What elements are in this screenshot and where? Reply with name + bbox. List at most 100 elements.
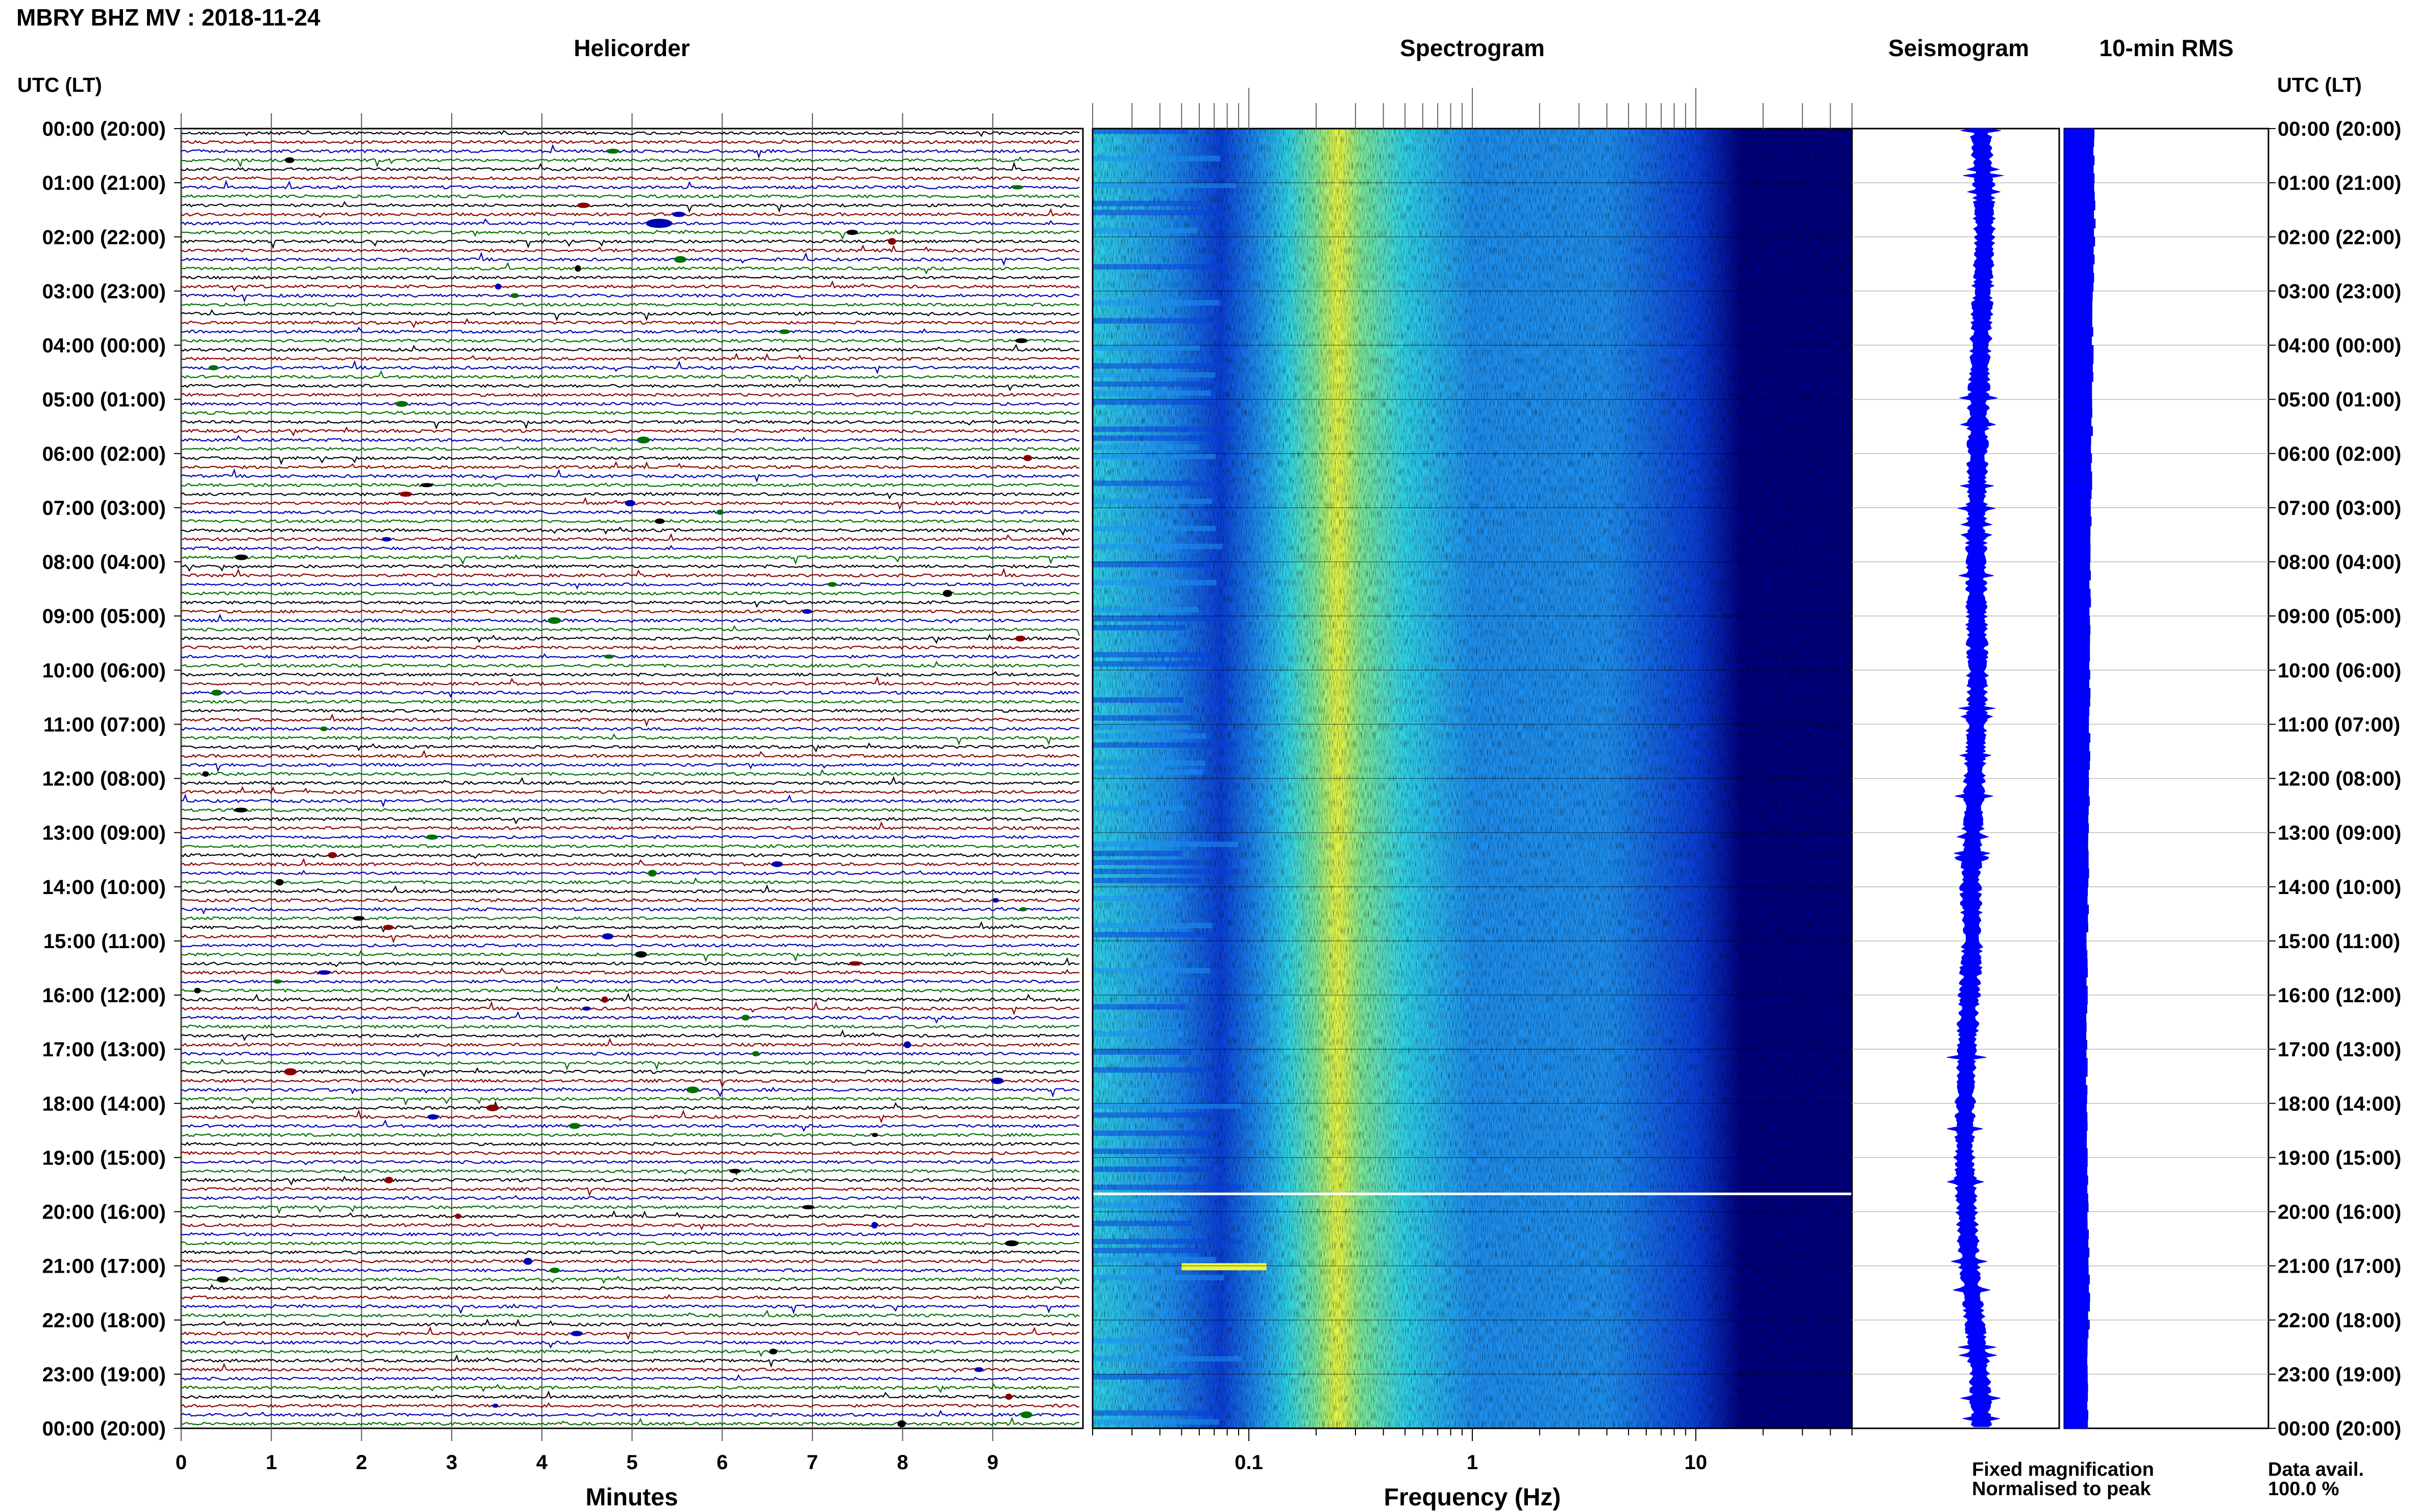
rms-bar <box>2064 805 2089 815</box>
helicorder-trace <box>181 934 1080 944</box>
rms-bar <box>2064 1401 2088 1411</box>
rms-bar <box>2064 1112 2088 1122</box>
spectrogram-stripe <box>1093 318 1212 324</box>
helicorder-trace <box>181 1151 1080 1155</box>
rms-bar <box>2064 444 2091 454</box>
helicorder-event <box>582 1006 591 1011</box>
helicorder-event <box>769 1349 778 1355</box>
helicorder-event <box>606 148 620 154</box>
spectrogram-stripe <box>1093 210 1225 215</box>
rms-bar <box>2064 814 2089 824</box>
right-axis-label: UTC (LT) <box>2277 74 2362 96</box>
rms-bar <box>2064 218 2096 229</box>
helicorder-trace <box>181 1001 1080 1015</box>
rms-bar <box>2064 1103 2087 1113</box>
right-time-tick-label: 20:00 (16:00) <box>2278 1201 2401 1224</box>
rms-bar <box>2064 832 2088 842</box>
helicorder-trace <box>181 1101 1080 1110</box>
spectrogram-stripe <box>1093 201 1201 207</box>
rms-bar <box>2064 146 2094 156</box>
helicorder-x-tick-label: 9 <box>987 1451 998 1474</box>
helicorder-trace <box>181 1374 1080 1381</box>
spectrogram-stripe <box>1093 616 1236 622</box>
helicorder-panel: 0 1 2 3 4 5 6 7 8 9 <box>176 113 1084 1474</box>
spectrogram-stripe <box>1093 742 1238 748</box>
rms-bar <box>2064 1157 2088 1167</box>
spectrogram-stripe <box>1093 1167 1211 1172</box>
right-time-tick-label: 10:00 (06:00) <box>2278 659 2401 682</box>
helicorder-event <box>524 1257 533 1265</box>
helicorder-trace <box>181 1175 1080 1186</box>
helicorder-event <box>577 203 590 208</box>
helicorder-trace <box>181 1186 1080 1197</box>
helicorder-event <box>871 1222 878 1229</box>
rms-bar <box>2064 904 2089 914</box>
helicorder-trace <box>181 967 1080 975</box>
helicorder-trace <box>181 302 1080 307</box>
helicorder-trace <box>181 1349 1080 1357</box>
helicorder-event <box>779 329 791 334</box>
spectrogram-xlabel: Frequency (Hz) <box>1384 1484 1561 1511</box>
left-time-tick-label: 00:00 (20:00) <box>42 1418 166 1440</box>
helicorder-event <box>1011 185 1024 190</box>
right-time-tick-label: 08:00 (04:00) <box>2278 551 2401 574</box>
rms-bar <box>2064 507 2091 517</box>
left-time-tick-label: 17:00 (13:00) <box>42 1038 166 1061</box>
rms-bar <box>2064 1329 2089 1339</box>
seismogram-trace <box>1946 128 2004 1427</box>
left-axis-label: UTC (LT) <box>17 74 102 96</box>
rms-bar <box>2064 995 2088 1005</box>
helicorder-event <box>548 617 561 624</box>
helicorder-trace <box>181 456 1080 465</box>
helicorder-trace <box>181 445 1080 452</box>
spectrogram-stripe <box>1093 1067 1231 1073</box>
data-avail-label: Data avail. <box>2268 1459 2364 1480</box>
rms-bar <box>2064 408 2092 418</box>
helicorder-trace <box>181 229 1080 240</box>
helicorder-large-event <box>646 218 673 228</box>
spectrogram-stripe <box>1093 1221 1192 1226</box>
helicorder-event <box>486 1104 499 1111</box>
right-time-tick-label: 19:00 (15:00) <box>2278 1147 2401 1169</box>
rms-bar <box>2064 625 2091 635</box>
rms-bar <box>2064 1139 2087 1149</box>
rms-bar <box>2064 869 2089 878</box>
helicorder-event <box>872 1133 878 1137</box>
spectrogram-stripe <box>1093 607 1199 613</box>
helicorder-trace <box>181 634 1080 645</box>
helicorder-trace <box>181 1303 1080 1315</box>
helicorder-x-tick-label: 0 <box>176 1451 187 1474</box>
helicorder-trace <box>181 1132 1080 1137</box>
rms-bar <box>2064 571 2091 581</box>
spectrogram-stripe <box>1093 1148 1211 1154</box>
spectrogram-stripe <box>1093 129 1189 134</box>
left-time-tick-label: 11:00 (07:00) <box>43 713 166 736</box>
helicorder-trace <box>181 419 1080 430</box>
helicorder-trace <box>181 1383 1080 1394</box>
helicorder-trace <box>181 660 1080 668</box>
helicorder-trace <box>181 1119 1080 1132</box>
helicorder-title: Helicorder <box>574 35 690 61</box>
helicorder-event <box>285 157 294 163</box>
rms-bar <box>2064 1022 2087 1032</box>
helicorder-event <box>648 870 657 877</box>
helicorder-event <box>202 771 209 777</box>
rms-bar <box>2064 291 2093 301</box>
rms-bar <box>2064 1130 2087 1140</box>
helicorder-trace <box>181 564 1080 572</box>
rms-bar <box>2064 886 2088 897</box>
helicorder-trace <box>181 293 1080 303</box>
helicorder-trace <box>181 690 1080 698</box>
spectrogram-stripe <box>1093 923 1213 929</box>
helicorder-event <box>601 996 608 1003</box>
rms-bar <box>2064 327 2093 337</box>
spectrogram-stripe <box>1093 1419 1220 1425</box>
helicorder-trace <box>181 1037 1080 1047</box>
right-time-tick-label: 15:00 (11:00) <box>2278 930 2400 953</box>
spectrogram-stripe <box>1093 1184 1242 1191</box>
left-time-tick-label: 16:00 (12:00) <box>42 984 166 1007</box>
helicorder-trace <box>181 426 1080 437</box>
rms-bar <box>2064 1184 2088 1194</box>
rms-bar <box>2064 1337 2088 1348</box>
